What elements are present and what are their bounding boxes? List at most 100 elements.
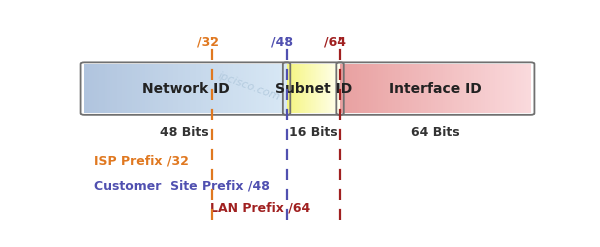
Bar bbox=[388, 64, 391, 113]
Bar bbox=[213, 64, 216, 113]
Bar bbox=[269, 64, 272, 113]
Bar bbox=[466, 64, 469, 113]
Bar bbox=[314, 64, 315, 113]
Bar bbox=[485, 64, 488, 113]
Bar bbox=[198, 64, 201, 113]
Bar bbox=[529, 64, 531, 113]
Bar bbox=[345, 64, 347, 113]
Bar bbox=[137, 64, 140, 113]
Bar bbox=[302, 64, 303, 113]
Bar bbox=[264, 64, 267, 113]
Bar bbox=[459, 64, 462, 113]
Bar bbox=[308, 64, 309, 113]
Bar bbox=[488, 64, 491, 113]
Text: Customer  Site Prefix /48: Customer Site Prefix /48 bbox=[94, 179, 269, 192]
Bar bbox=[419, 64, 422, 113]
Bar bbox=[320, 64, 322, 113]
Bar bbox=[314, 64, 316, 113]
Bar bbox=[92, 64, 95, 113]
Bar bbox=[288, 64, 289, 113]
Bar bbox=[216, 64, 219, 113]
Bar bbox=[148, 64, 151, 113]
Bar bbox=[347, 64, 350, 113]
Bar bbox=[298, 64, 299, 113]
Bar bbox=[295, 64, 296, 113]
Bar bbox=[292, 64, 293, 113]
Bar bbox=[481, 64, 484, 113]
Bar bbox=[188, 64, 191, 113]
Bar bbox=[447, 64, 450, 113]
Bar bbox=[397, 64, 400, 113]
Bar bbox=[203, 64, 206, 113]
Bar bbox=[196, 64, 199, 113]
Bar bbox=[502, 64, 505, 113]
Bar bbox=[279, 64, 282, 113]
Bar bbox=[319, 64, 320, 113]
Bar bbox=[100, 64, 103, 113]
Bar bbox=[519, 64, 521, 113]
Bar bbox=[102, 64, 105, 113]
Bar bbox=[373, 64, 376, 113]
Bar bbox=[104, 64, 107, 113]
Text: /32: /32 bbox=[197, 36, 218, 49]
Bar bbox=[311, 64, 312, 113]
Bar bbox=[145, 64, 148, 113]
Bar bbox=[336, 64, 337, 113]
Bar bbox=[165, 64, 168, 113]
Bar bbox=[473, 64, 476, 113]
Bar bbox=[500, 64, 503, 113]
Bar bbox=[305, 64, 307, 113]
Bar bbox=[299, 64, 301, 113]
Text: 48 Bits: 48 Bits bbox=[160, 126, 209, 139]
Bar bbox=[476, 64, 479, 113]
Bar bbox=[229, 64, 232, 113]
Bar bbox=[452, 64, 455, 113]
Bar bbox=[325, 64, 326, 113]
Bar bbox=[259, 64, 262, 113]
Bar bbox=[409, 64, 412, 113]
Bar bbox=[443, 64, 445, 113]
Bar bbox=[178, 64, 181, 113]
Bar bbox=[324, 64, 325, 113]
Bar bbox=[428, 64, 431, 113]
Bar bbox=[181, 64, 184, 113]
Bar bbox=[431, 64, 433, 113]
Bar bbox=[284, 64, 287, 113]
Bar bbox=[424, 64, 427, 113]
Bar bbox=[310, 64, 311, 113]
Bar bbox=[94, 64, 97, 113]
Bar bbox=[526, 64, 529, 113]
Bar bbox=[440, 64, 443, 113]
Bar bbox=[305, 64, 306, 113]
Bar bbox=[355, 64, 357, 113]
Bar bbox=[326, 64, 327, 113]
Bar bbox=[329, 64, 330, 113]
Bar bbox=[407, 64, 410, 113]
Bar bbox=[107, 64, 110, 113]
Bar bbox=[307, 64, 308, 113]
Bar bbox=[312, 64, 313, 113]
Bar bbox=[307, 64, 308, 113]
Bar bbox=[306, 64, 307, 113]
Bar bbox=[392, 64, 395, 113]
Text: ipcisco.com: ipcisco.com bbox=[217, 71, 282, 103]
Bar bbox=[421, 64, 424, 113]
Bar bbox=[294, 64, 295, 113]
Bar bbox=[326, 64, 328, 113]
Bar bbox=[361, 64, 364, 113]
Bar bbox=[304, 64, 305, 113]
Bar bbox=[290, 64, 292, 113]
Bar bbox=[190, 64, 193, 113]
Bar bbox=[150, 64, 153, 113]
Bar bbox=[303, 64, 304, 113]
Bar bbox=[281, 64, 284, 113]
Bar bbox=[320, 64, 321, 113]
Bar bbox=[331, 64, 332, 113]
Bar bbox=[317, 64, 318, 113]
Bar bbox=[297, 64, 298, 113]
Bar bbox=[514, 64, 517, 113]
Bar bbox=[287, 64, 288, 113]
Bar bbox=[517, 64, 519, 113]
Bar bbox=[461, 64, 464, 113]
Bar bbox=[368, 64, 371, 113]
